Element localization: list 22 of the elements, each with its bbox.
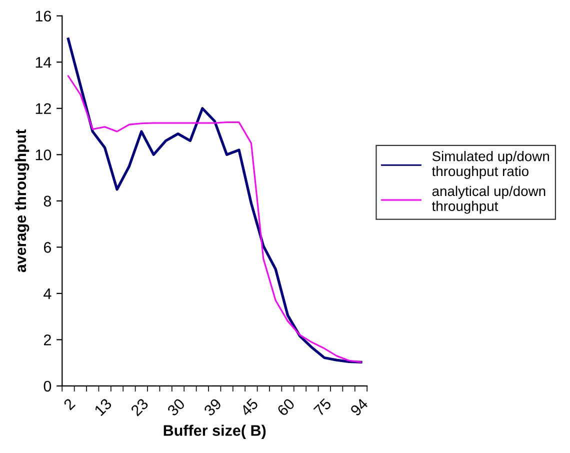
y-axis-title: average throughput: [14, 129, 30, 272]
legend-label: Simulated up/down throughput ratio: [432, 151, 550, 179]
y-tick-label: 10: [36, 150, 52, 160]
x-tick-label: 75: [313, 398, 332, 416]
y-tick-label: 4: [44, 288, 52, 299]
legend-label: analytical up/down throughput: [432, 186, 546, 214]
y-tick-label: 8: [44, 196, 52, 207]
x-tick-label: 94: [350, 398, 369, 417]
y-tick-label: 6: [44, 242, 52, 253]
y-tick-label: 16: [36, 10, 52, 22]
x-axis-title: Buffer size( B): [164, 424, 266, 439]
x-tick-label: 30: [166, 398, 186, 417]
y-tick-label: 14: [36, 57, 52, 68]
x-tick-label: 39: [203, 398, 222, 417]
x-tick-label: 13: [94, 398, 112, 416]
x-tick-label: 23: [130, 398, 149, 416]
y-tick-label: 12: [36, 103, 51, 114]
y-tick-label: 0: [44, 380, 52, 392]
y-tick-label: 2: [44, 334, 51, 346]
x-tick-label: 2: [63, 398, 76, 410]
x-tick-label: 60: [276, 398, 296, 416]
x-tick-label: 45: [240, 398, 259, 417]
